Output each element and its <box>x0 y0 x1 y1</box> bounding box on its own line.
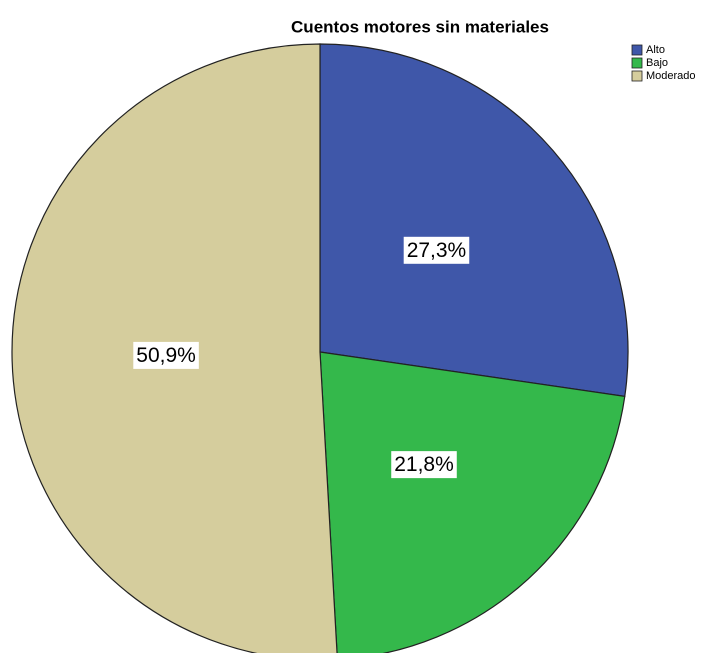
data-label: 50,9% <box>136 344 196 367</box>
data-label: 27,3% <box>407 239 467 262</box>
chart-title: Cuentos motores sin materiales <box>291 17 549 36</box>
pie-slice <box>319 43 629 398</box>
legend-label: Moderado <box>646 70 696 82</box>
pie-slice <box>319 351 626 653</box>
legend-swatch <box>631 44 643 56</box>
label-background <box>403 236 470 264</box>
legend-swatch <box>631 57 643 69</box>
legend-label: Alto <box>646 44 665 56</box>
data-label: 21,8% <box>394 453 454 476</box>
legend-label: Bajo <box>646 57 668 69</box>
label-background <box>391 451 457 479</box>
label-background <box>133 341 199 369</box>
legend-swatch <box>631 70 643 82</box>
